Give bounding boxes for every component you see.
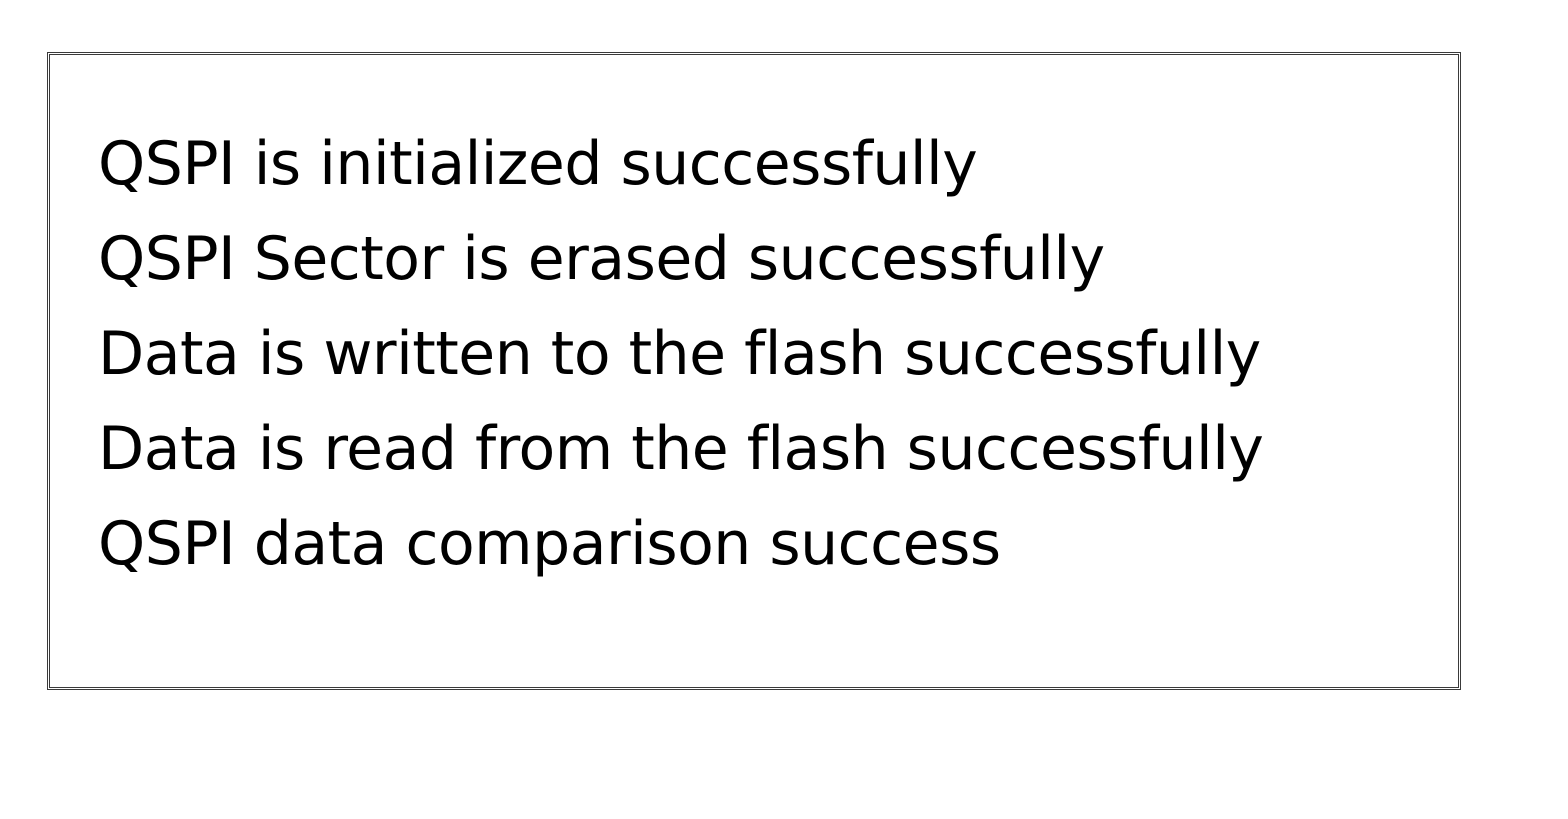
status-message: Data is read from the flash successfully [98,414,1264,484]
status-message-list: QSPI is initialized successfully QSPI Se… [98,117,1264,592]
status-message: QSPI data comparison success [98,509,1001,579]
output-text-box: QSPI is initialized successfully QSPI Se… [47,52,1461,690]
status-message: Data is written to the flash successfull… [98,319,1261,389]
status-message: QSPI is initialized successfully [98,129,978,199]
status-message: QSPI Sector is erased successfully [98,224,1105,294]
